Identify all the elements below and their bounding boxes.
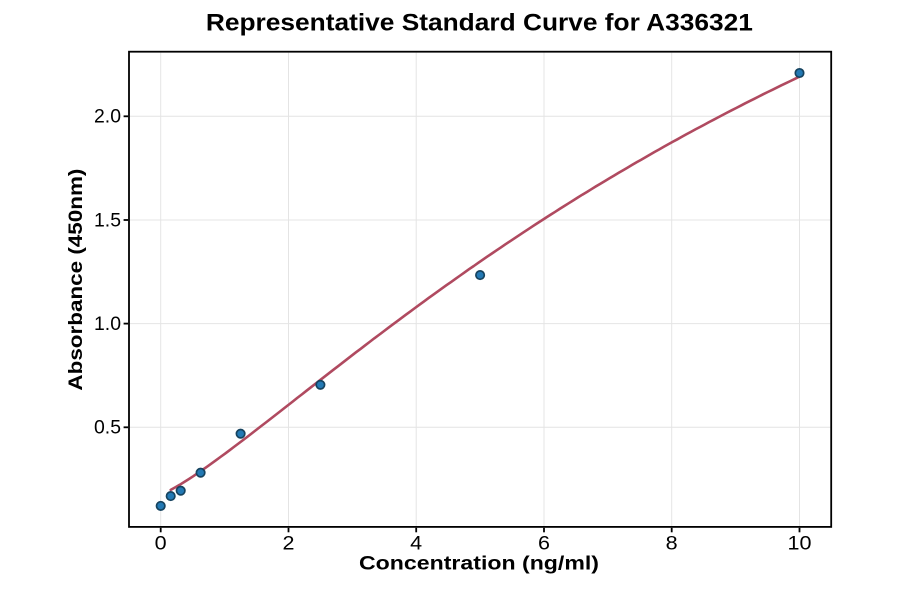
svg-text:1.5: 1.5 — [94, 210, 121, 231]
svg-text:4: 4 — [410, 534, 422, 555]
svg-text:2.0: 2.0 — [94, 107, 121, 128]
svg-text:Representative Standard Curve: Representative Standard Curve for A33632… — [206, 10, 753, 37]
svg-text:0: 0 — [155, 534, 167, 555]
svg-text:6: 6 — [538, 534, 550, 555]
svg-text:2: 2 — [283, 534, 295, 555]
svg-text:Concentration (ng/ml): Concentration (ng/ml) — [359, 553, 599, 575]
svg-text:10: 10 — [788, 534, 812, 555]
svg-text:0.5: 0.5 — [94, 418, 121, 439]
svg-text:8: 8 — [666, 534, 678, 555]
svg-text:1.0: 1.0 — [94, 314, 121, 335]
svg-text:Absorbance (450nm): Absorbance (450nm) — [65, 169, 87, 391]
